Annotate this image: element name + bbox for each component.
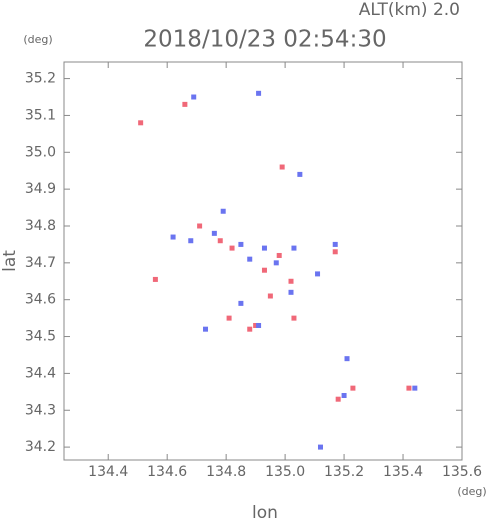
- x-tick-label: 135.4: [383, 464, 423, 480]
- echo-point: [152, 276, 158, 282]
- y-tick-label: 35.1: [25, 107, 56, 123]
- echo-point: [170, 234, 176, 240]
- echo-point: [276, 252, 282, 258]
- y-tick-label: 34.9: [25, 181, 56, 197]
- echo-point: [317, 444, 323, 450]
- echo-point: [261, 267, 267, 273]
- y-unit: (deg): [23, 33, 52, 46]
- x-tick-label: 135.6: [442, 464, 482, 480]
- echo-point: [211, 230, 217, 236]
- echo-point: [335, 396, 341, 402]
- echo-point: [238, 300, 244, 306]
- echo-point: [188, 238, 194, 244]
- echo-point: [247, 256, 253, 262]
- echo-point: [253, 322, 259, 328]
- x-tick-label: 135.2: [324, 464, 364, 480]
- x-tick-label: 135.0: [265, 464, 305, 480]
- echo-point: [247, 326, 253, 332]
- echo-point: [344, 356, 350, 362]
- annotation: ALT(km) 2.0: [359, 0, 460, 20]
- echo-point: [332, 249, 338, 255]
- y-tick-label: 34.7: [25, 255, 56, 271]
- echo-point: [291, 315, 297, 321]
- y-tick-label: 34.4: [25, 365, 56, 381]
- y-tick-label: 34.3: [25, 402, 56, 418]
- echo-point: [203, 326, 209, 332]
- y-tick-label: 34.2: [25, 439, 56, 455]
- echo-point: [291, 245, 297, 251]
- y-axis-label: lat: [0, 250, 20, 272]
- echo-point: [191, 94, 197, 100]
- echo-point: [288, 289, 294, 295]
- echo-point: [256, 90, 262, 96]
- echo-point: [217, 238, 223, 244]
- x-tick-label: 134.4: [88, 464, 128, 480]
- echo-point: [341, 393, 347, 399]
- plot-frame: [63, 61, 463, 461]
- echo-point: [229, 245, 235, 251]
- echo-point: [267, 293, 273, 299]
- echo-point: [297, 171, 303, 177]
- echo-point: [182, 101, 188, 107]
- echo-point: [288, 278, 294, 284]
- echo-point: [412, 385, 418, 391]
- echo-point: [350, 385, 356, 391]
- echo-point: [273, 260, 279, 266]
- echo-point: [406, 385, 412, 391]
- echo-point: [220, 208, 226, 214]
- y-tick-label: 34.6: [25, 292, 56, 308]
- echo-point: [256, 322, 262, 328]
- chart-title: 2018/10/23 02:54:30: [143, 27, 386, 53]
- echo-point: [238, 241, 244, 247]
- echo-point: [315, 271, 321, 277]
- echo-point: [261, 245, 267, 251]
- x-tick-label: 134.6: [147, 464, 187, 480]
- y-tick-label: 34.5: [25, 329, 56, 345]
- echo-point: [226, 315, 232, 321]
- x-axis-label: lon: [252, 503, 278, 521]
- echo-point: [138, 120, 144, 126]
- y-tick-label: 35.2: [25, 71, 56, 87]
- x-unit: (deg): [457, 485, 486, 498]
- x-tick-label: 134.8: [206, 464, 246, 480]
- echo-point: [279, 164, 285, 170]
- y-tick-label: 34.8: [25, 218, 56, 234]
- y-tick-label: 35.0: [25, 144, 56, 160]
- echo-point: [197, 223, 203, 229]
- echo-point: [332, 241, 338, 247]
